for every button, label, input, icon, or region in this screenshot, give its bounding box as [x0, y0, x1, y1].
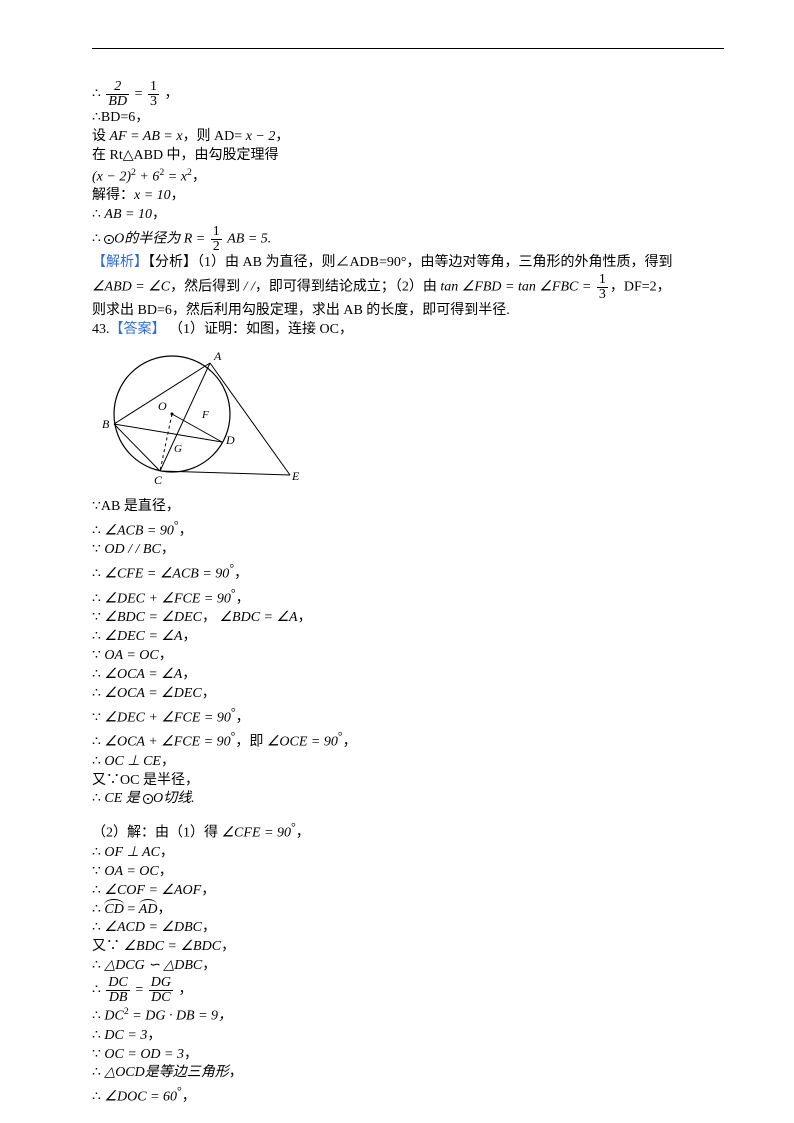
eq-line: ∴ OF ⊥ AC， — [92, 844, 724, 863]
eq-line: ∴ CD = AD， — [92, 901, 724, 920]
eq-line: ∴ ∠COF = ∠AOF， — [92, 882, 724, 901]
eq-line: ∴ 2BD = 13 ， — [92, 80, 724, 109]
eq-line: ∴ ∠DEC + ∠FCE = 90°， — [92, 585, 724, 610]
eq-line: ∴ DC = 3， — [92, 1027, 724, 1046]
eq-line: ∵ OA = OC， — [92, 647, 724, 666]
header-rule — [92, 48, 724, 49]
eq-line: 又∵ ∠BDC = ∠BDC， — [92, 938, 724, 957]
eq-line: ∴ OC ⊥ CE， — [92, 753, 724, 772]
svg-text:D: D — [225, 433, 235, 447]
eq-line: ∵ OD / / BC， — [92, 541, 724, 560]
text-line: 在 Rt△ABD 中，由勾股定理得 — [92, 147, 724, 166]
circle-O-icon — [104, 235, 114, 245]
geometry-diagram: A B C D E O F G — [92, 344, 724, 494]
eq-line: ∴ DCDB = DGDC ， — [92, 976, 724, 1005]
eq-line: ∴ ∠OCA + ∠FCE = 90°，即 ∠OCE = 90°， — [92, 728, 724, 753]
svg-text:O: O — [158, 399, 167, 413]
eq-line: ∴ CE 是 O切线. — [92, 790, 724, 809]
text-line: ∠ABD = ∠C，然后得到 / /，即可得到结论成立；（2）由 tan ∠FB… — [92, 273, 724, 302]
text-line: 则求出 BD=6，然后利用勾股定理，求出 AB 的长度，即可得到半径. — [92, 302, 724, 321]
eq-line: ∴ △DCG ∽ △DBC， — [92, 957, 724, 976]
svg-text:E: E — [291, 469, 300, 483]
eq-line: (x − 2)2 + 62 = x2， — [92, 166, 724, 188]
text-line: ∴ AB = 10， — [92, 206, 724, 225]
text-line: ∴ O的半径为 R = 12 AB = 5. — [92, 225, 724, 254]
analysis-heading: 【解析】【分析】（1）由 AB 为直径，则∠ADB=90°，由等边对等角，三角形… — [92, 254, 724, 273]
eq-line: ∴ △OCD是等边三角形， — [92, 1064, 724, 1083]
svg-text:F: F — [201, 409, 209, 421]
eq-line: ∴ ∠DOC = 60°， — [92, 1083, 724, 1108]
svg-text:C: C — [154, 473, 163, 487]
document-page: ∴ 2BD = 13 ， ∴BD=6， 设 AF = AB = x，则 AD= … — [0, 0, 794, 1123]
eq-line: ∴ ∠ACB = 90°， — [92, 517, 724, 542]
eq-line: （2）解：由（1）得 ∠CFE = 90°， — [92, 819, 724, 844]
eq-line: ∴ ∠CFE = ∠ACB = 90°， — [92, 560, 724, 585]
text-line: 又∵OC 是半径， — [92, 772, 724, 791]
eq-line: ∵ ∠DEC + ∠FCE = 90°， — [92, 704, 724, 729]
svg-text:B: B — [102, 417, 110, 431]
eq-line: ∵ ∠BDC = ∠DEC， ∠BDC = ∠A， — [92, 609, 724, 628]
text-line: ∴BD=6， — [92, 109, 724, 128]
text-line: 解得：x = 10， — [92, 187, 724, 206]
eq-line: ∵ OC = OD = 3， — [92, 1046, 724, 1065]
circle-O-icon — [143, 794, 153, 804]
eq-line: ∴ ∠DEC = ∠A， — [92, 628, 724, 647]
eq-line: ∴ DC2 = DG · DB = 9， — [92, 1005, 724, 1027]
text-line: 设 AF = AB = x，则 AD= x − 2， — [92, 128, 724, 147]
eq-line: ∴ ∠OCA = ∠DEC， — [92, 685, 724, 704]
svg-text:A: A — [213, 349, 222, 363]
eq-line: ∵ OA = OC， — [92, 863, 724, 882]
eq-line: ∴ ∠ACD = ∠DBC， — [92, 919, 724, 938]
text-line: ∵AB 是直径， — [92, 498, 724, 517]
question-heading: 43.【答案】 （1）证明：如图，连接 OC， — [92, 321, 724, 340]
svg-text:G: G — [174, 443, 182, 455]
eq-line: ∴ ∠OCA = ∠A， — [92, 666, 724, 685]
